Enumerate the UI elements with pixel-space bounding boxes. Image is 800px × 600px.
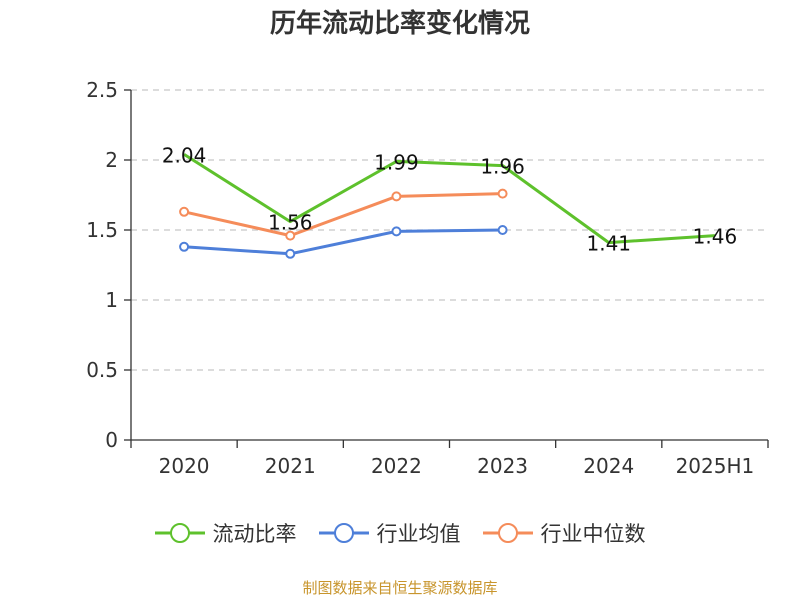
series-2-point[interactable]: [391, 191, 402, 202]
legend-item-industry-median[interactable]: 行业中位数: [482, 518, 646, 548]
series-2-point[interactable]: [179, 206, 190, 217]
legend-swatch-current-ratio: [154, 523, 205, 543]
y-axis: 0 0.5 1 1.5 2 2.5: [86, 78, 132, 452]
series-1-point[interactable]: [391, 226, 402, 237]
x-tick-label: 2023: [477, 454, 528, 478]
series-1-point[interactable]: [285, 248, 296, 259]
data-label: 1.56: [268, 211, 313, 235]
chart-title: 历年流动比率变化情况: [269, 9, 530, 39]
series-2-point[interactable]: [497, 188, 508, 199]
series-0-line: [183, 153, 716, 245]
data-labels: 2.04 1.56 1.99 1.96 1.41 1.46: [162, 143, 737, 255]
series-lines: [179, 153, 716, 259]
data-label: 1.46: [693, 225, 738, 249]
x-tick-label: 2022: [371, 454, 422, 478]
y-tick-label: 2.5: [86, 78, 118, 102]
legend-label-current-ratio: 流动比率: [212, 522, 297, 546]
gridlines: [131, 89, 768, 371]
x-tick-label: 2020: [159, 454, 210, 478]
source-note: 制图数据来自恒生聚源数据库: [302, 579, 498, 597]
series-1-point[interactable]: [497, 225, 508, 235]
legend-label-industry-mean: 行业均值: [376, 522, 461, 546]
x-tick-label: 2024: [583, 454, 634, 478]
series-1-point[interactable]: [179, 241, 190, 252]
series-2-point[interactable]: [285, 230, 296, 241]
legend-item-industry-mean[interactable]: 行业均值: [318, 518, 461, 548]
legend-swatch-industry-mean: [318, 523, 369, 543]
y-tick-label: 0.5: [86, 358, 118, 382]
data-label: 2.04: [162, 143, 207, 167]
y-tick-label: 0: [105, 428, 118, 452]
y-tick-label: 2: [105, 148, 118, 172]
y-tick-label: 1: [105, 288, 118, 312]
data-label: 1.41: [586, 232, 631, 256]
x-tick-label: 2025H1: [676, 454, 755, 478]
legend-swatch-industry-median: [482, 523, 533, 543]
x-tick-label: 2021: [265, 454, 316, 478]
series-2-line: [183, 192, 503, 238]
series-1-line: [183, 228, 503, 256]
legend-label-industry-median: 行业中位数: [540, 522, 646, 546]
x-axis: 2020 2021 2022 2023 2024 2025H1: [130, 439, 769, 478]
y-tick-label: 1.5: [86, 218, 118, 242]
legend-item-current-ratio[interactable]: 流动比率: [154, 518, 297, 548]
data-label: 1.99: [374, 150, 419, 174]
legend: 流动比率 行业均值 行业中位数: [0, 518, 800, 548]
data-label: 1.96: [480, 155, 525, 179]
